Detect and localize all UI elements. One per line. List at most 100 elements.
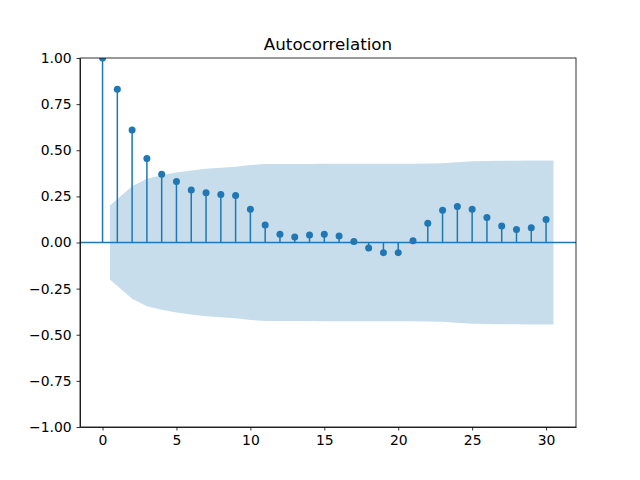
marker: [424, 220, 431, 227]
x-tick-mark: [398, 427, 399, 431]
stem: [161, 174, 163, 242]
x-tick-mark: [472, 427, 473, 431]
marker: [306, 232, 313, 239]
title: Autocorrelation: [264, 34, 392, 54]
y-tick: 0.00: [41, 234, 80, 250]
marker: [188, 186, 195, 193]
y-tick: −0.50: [29, 327, 80, 343]
y-tick: 0.75: [41, 96, 80, 112]
y-tick: −0.75: [29, 373, 80, 389]
x-tick-label: 25: [464, 432, 482, 448]
marker: [217, 191, 224, 198]
x-tick-label: 10: [242, 432, 260, 448]
y-axis-line: [80, 59, 81, 428]
y-tick-label: −0.50: [29, 327, 72, 343]
marker: [498, 222, 505, 229]
y-tick-label: 0.00: [41, 234, 72, 250]
marker: [380, 249, 387, 256]
y-tick-mark: [77, 427, 81, 428]
stem: [250, 209, 252, 242]
marker: [203, 189, 210, 196]
y-tick-mark: [77, 335, 81, 336]
y-tick-mark: [77, 58, 81, 59]
stem: [131, 130, 133, 243]
y-tick-label: −1.00: [29, 419, 72, 435]
x-tick: 15: [316, 427, 334, 448]
x-tick-mark: [176, 427, 177, 431]
y-tick: 1.00: [41, 50, 80, 66]
marker: [129, 126, 136, 133]
marker: [543, 216, 550, 223]
stem: [146, 159, 148, 243]
marker: [291, 233, 298, 240]
y-tick-label: 1.00: [41, 50, 72, 66]
x-tick-mark: [103, 427, 104, 431]
plot-frame: [80, 58, 576, 427]
y-tick: 0.25: [41, 188, 80, 204]
marker: [99, 58, 106, 62]
marker: [365, 245, 372, 252]
x-tick: 0: [99, 427, 108, 448]
y-tick: 0.50: [41, 142, 80, 158]
marker: [321, 231, 328, 238]
stem: [235, 195, 237, 242]
plot-area: [80, 58, 576, 324]
y-tick-mark: [77, 243, 81, 244]
y-tick-label: 0.25: [41, 188, 72, 204]
marker: [395, 249, 402, 256]
stem: [117, 89, 119, 242]
x-tick: 5: [173, 427, 182, 448]
marker: [528, 224, 535, 231]
y-tick-label: 0.50: [41, 142, 72, 158]
y-tick-mark: [77, 196, 81, 197]
stem: [205, 193, 207, 243]
stem: [220, 195, 222, 243]
marker: [483, 214, 490, 221]
x-tick-label: 30: [538, 432, 556, 448]
marker: [410, 237, 417, 244]
x-tick-label: 15: [316, 432, 334, 448]
chart: 0 5 10 15 20 25 30 −1.00 −0.75 −0.50 −0.25 0.00 0.25…: [0, 0, 640, 480]
x-tick: 20: [390, 427, 408, 448]
stem: [442, 210, 444, 242]
stem: [176, 182, 178, 243]
y-tick-label: 0.75: [41, 96, 72, 112]
x-tick-mark: [546, 427, 547, 431]
marker: [454, 203, 461, 210]
stem: [457, 207, 459, 243]
y-axis: −1.00 −0.75 −0.50 −0.25 0.00 0.25 0.50 0.75 1.00: [29, 50, 80, 435]
y-tick: −0.25: [29, 281, 80, 297]
x-tick-mark: [324, 427, 325, 431]
marker: [276, 231, 283, 238]
marker: [114, 86, 121, 93]
x-tick: 30: [538, 427, 556, 448]
y-tick-label: −0.75: [29, 373, 72, 389]
marker: [158, 171, 165, 178]
marker: [439, 207, 446, 214]
y-tick: −1.00: [29, 419, 80, 435]
y-tick-mark: [77, 289, 81, 290]
marker: [143, 155, 150, 162]
x-axis-line: [81, 427, 577, 428]
y-tick-mark: [77, 381, 81, 382]
marker: [262, 221, 269, 228]
y-tick-mark: [77, 150, 81, 151]
y-tick-mark: [77, 104, 81, 105]
marker: [513, 226, 520, 233]
x-axis: 0 5 10 15 20 25 30: [81, 427, 577, 448]
marker: [336, 233, 343, 240]
y-tick-label: −0.25: [29, 281, 72, 297]
marker: [469, 206, 476, 213]
marker: [247, 206, 254, 213]
marker: [232, 192, 239, 199]
x-tick-label: 20: [390, 432, 408, 448]
x-tick-label: 0: [99, 432, 108, 448]
x-tick: 25: [464, 427, 482, 448]
marker: [173, 178, 180, 185]
stem: [471, 209, 473, 242]
stem: [486, 218, 488, 243]
x-tick-label: 5: [173, 432, 182, 448]
stem: [102, 58, 104, 243]
marker: [350, 238, 357, 245]
x-tick: 10: [242, 427, 260, 448]
